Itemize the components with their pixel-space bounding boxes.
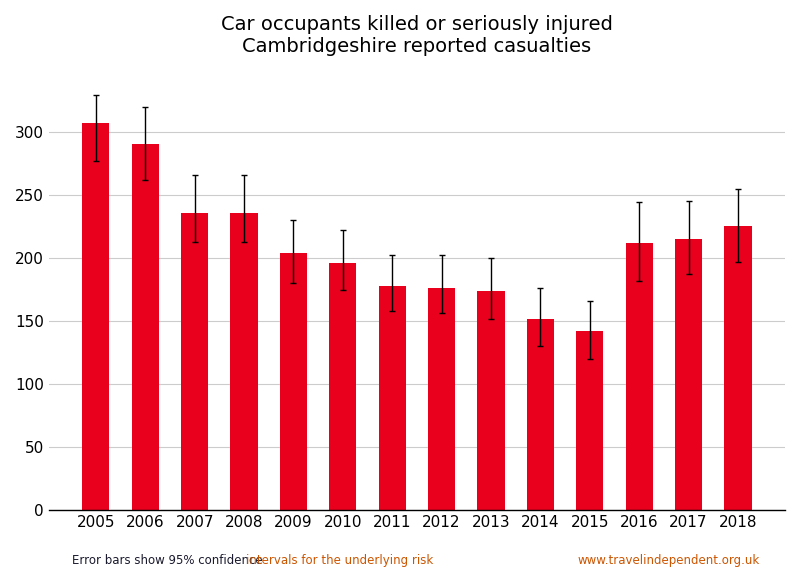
Bar xyxy=(132,144,159,510)
Bar xyxy=(527,318,554,510)
Bar xyxy=(230,212,258,510)
Bar xyxy=(428,288,455,510)
Bar xyxy=(675,239,702,510)
Bar xyxy=(82,123,110,510)
Bar xyxy=(626,243,653,510)
Bar xyxy=(724,226,751,510)
Bar xyxy=(576,331,603,510)
Bar xyxy=(330,263,357,510)
Bar xyxy=(181,212,208,510)
Bar xyxy=(378,286,406,510)
Text: www.travelindependent.org.uk: www.travelindependent.org.uk xyxy=(578,554,760,567)
Text: intervals for the underlying risk: intervals for the underlying risk xyxy=(246,554,434,567)
Text: Error bars show 95% confidence: Error bars show 95% confidence xyxy=(72,554,266,567)
Bar xyxy=(280,253,307,510)
Bar xyxy=(478,291,505,510)
Title: Car occupants killed or seriously injured
Cambridgeshire reported casualties: Car occupants killed or seriously injure… xyxy=(221,15,613,56)
